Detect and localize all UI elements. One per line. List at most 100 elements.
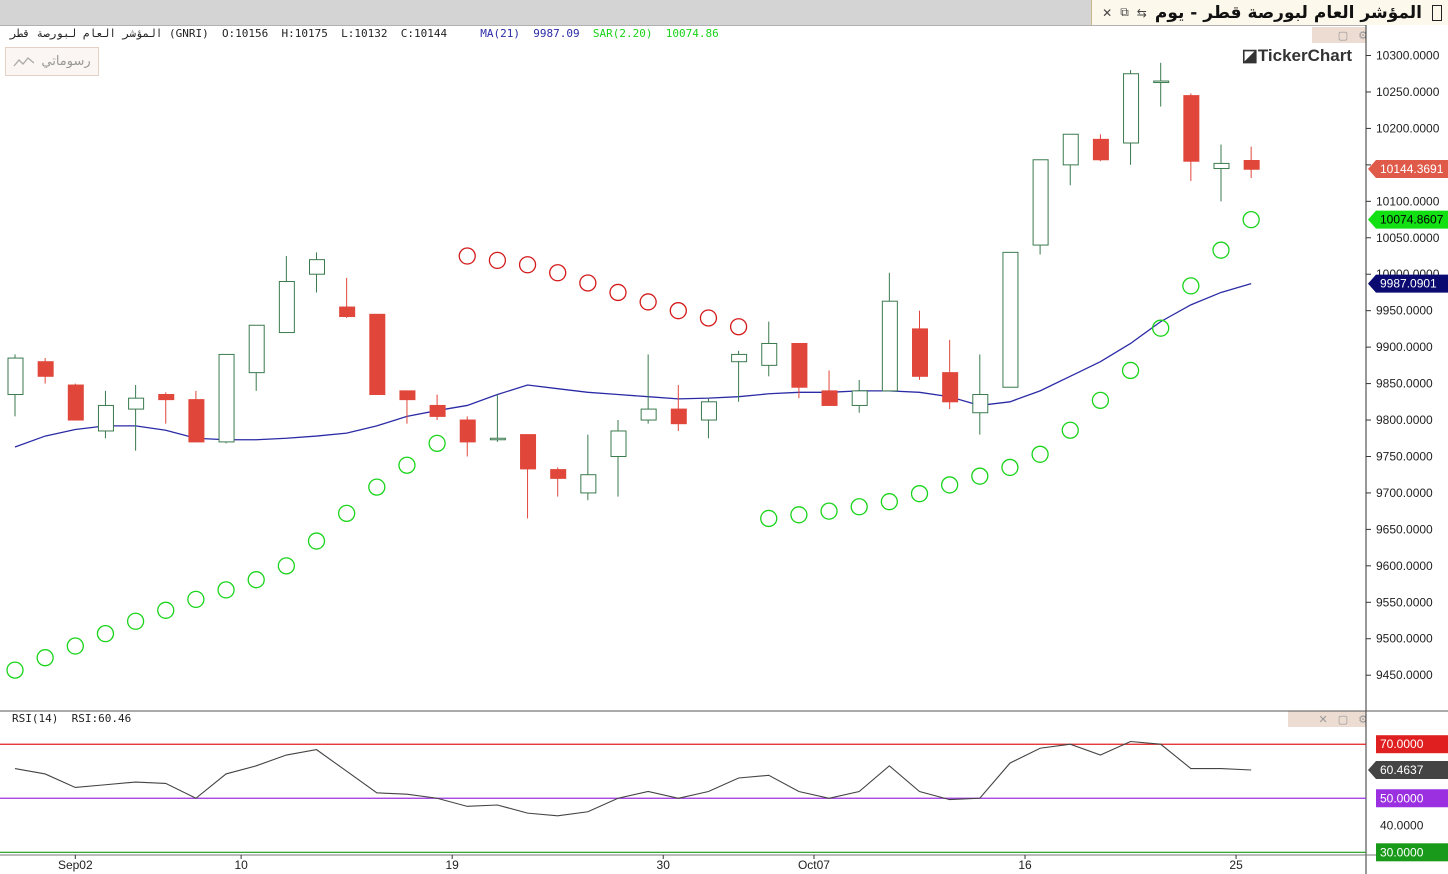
candle	[1123, 70, 1140, 165]
sar-point	[398, 456, 416, 474]
maximize-panel-icon[interactable]: ▢	[1337, 28, 1349, 42]
detach-icon[interactable]: ⇆	[1136, 5, 1147, 20]
price-tick-label: 10150.0000	[1376, 158, 1440, 172]
candle-body	[1243, 159, 1260, 170]
sar-point	[669, 302, 687, 320]
rsi-settings-icon[interactable]: ⚙	[1358, 712, 1368, 726]
sar-point	[66, 637, 84, 655]
ma-value: 9987.09	[533, 27, 580, 40]
time-label: 25	[1229, 858, 1243, 872]
sar-value: 10074.86	[665, 27, 719, 40]
sar-point	[941, 476, 959, 494]
sar-point	[488, 251, 507, 270]
time-label: 19	[445, 858, 459, 872]
candle-body	[429, 404, 446, 417]
maximize-rsi-panel-icon[interactable]: ▢	[1337, 712, 1349, 726]
candle-body	[1062, 133, 1079, 166]
candle-body	[881, 300, 898, 392]
candle	[67, 383, 84, 421]
open-value: O:10156	[221, 27, 269, 40]
candle-body	[218, 353, 235, 443]
candle-body	[1092, 138, 1109, 161]
candle-body	[1032, 159, 1049, 246]
candle	[851, 379, 868, 413]
chart-type-button[interactable]: رسوماتي	[5, 47, 99, 76]
candle-body	[520, 434, 537, 470]
candle-body	[851, 390, 868, 406]
rsi-level-tag	[1376, 735, 1448, 754]
candle	[881, 272, 898, 392]
price-marker-label: 9987.0901	[1380, 277, 1437, 291]
sar-point	[337, 504, 356, 522]
candle-body	[7, 357, 24, 396]
candle	[610, 420, 627, 497]
candle	[520, 434, 537, 519]
sar-point	[880, 493, 898, 511]
candle-body	[640, 408, 657, 421]
candle	[821, 370, 838, 406]
price-tick-label: 9550.0000	[1376, 595, 1433, 609]
rsi-line	[14, 740, 1252, 817]
candle	[339, 277, 356, 318]
candle	[550, 467, 567, 497]
window-title: المؤشر العام لبورصة قطر - يوم	[1154, 2, 1422, 23]
price-tick-label: 9500.0000	[1376, 632, 1433, 646]
rsi-level-label: 30.0000	[1380, 845, 1424, 859]
price-marker-bg	[1368, 210, 1448, 229]
price-tick-label: 9650.0000	[1376, 522, 1433, 536]
sar-point	[1001, 458, 1019, 477]
rsi-current-label: 60.4637	[1380, 763, 1424, 777]
candle	[1213, 144, 1230, 202]
rsi-tick-label: 40.0000	[1380, 818, 1424, 832]
price-axis-background	[1366, 25, 1448, 874]
close-value: C:10144	[400, 27, 448, 40]
time-label: Oct07	[798, 858, 830, 872]
candle-body	[942, 372, 959, 403]
time-label: 16	[1018, 858, 1032, 872]
sar-point	[729, 318, 748, 336]
sar-point	[760, 509, 778, 528]
sar-point	[428, 434, 446, 453]
rsi-level-tag	[1376, 789, 1448, 808]
candle	[1002, 251, 1019, 388]
sar-point	[790, 506, 808, 524]
sar-point	[850, 498, 868, 516]
candle-body	[1213, 162, 1230, 170]
main-panel-controls: ▢ ⚙	[1312, 27, 1374, 43]
candle-body	[248, 324, 265, 374]
rsi-level-label: 50.0000	[1380, 791, 1424, 805]
candle-body	[489, 437, 506, 441]
tickerchart-logo: ◪TickerChart	[1241, 46, 1352, 65]
price-tick-label: 9900.0000	[1376, 340, 1433, 354]
close-panel-icon[interactable]: ✕	[1318, 712, 1328, 726]
candle-body	[1183, 95, 1200, 162]
candle-body	[580, 474, 597, 494]
candle-body	[369, 313, 386, 396]
candle	[278, 256, 295, 334]
price-tick-label: 9450.0000	[1376, 668, 1433, 682]
close-icon[interactable]: ✕	[1102, 5, 1113, 20]
candle	[761, 321, 778, 377]
window-menu-icon[interactable]	[1432, 4, 1442, 21]
candle-body	[67, 384, 84, 421]
candle	[1183, 93, 1200, 181]
sar-point	[1061, 421, 1079, 439]
candle-body	[459, 419, 476, 443]
sar-point	[1152, 319, 1170, 337]
rsi-info: RSI(14) RSI:60.46	[12, 712, 131, 725]
candle-body	[339, 306, 356, 318]
panel-settings-icon[interactable]: ⚙	[1358, 28, 1368, 42]
restore-icon[interactable]: ⧉	[1120, 5, 1129, 19]
window-tab[interactable]: ✕ ⧉ ⇆ المؤشر العام لبورصة قطر - يوم	[1091, 0, 1448, 25]
sar-point	[609, 283, 627, 302]
sar-point	[639, 293, 657, 311]
price-tick-label: 9600.0000	[1376, 559, 1433, 573]
candle-body	[761, 342, 778, 366]
candle-body	[128, 397, 145, 410]
candle-body	[1123, 73, 1140, 144]
candle	[399, 390, 416, 424]
sar-point	[1242, 211, 1260, 229]
price-marker: 9987.0901	[1368, 274, 1448, 293]
candle-body	[37, 361, 54, 377]
